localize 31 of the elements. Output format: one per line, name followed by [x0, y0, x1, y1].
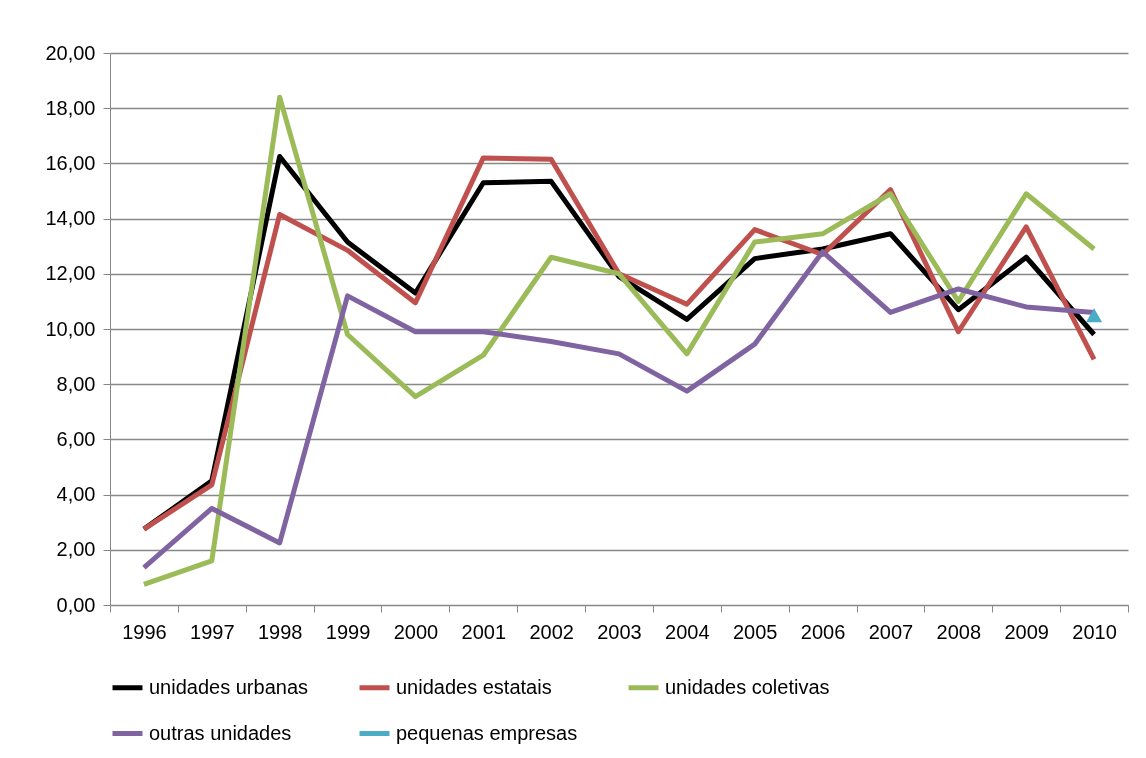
- y-tick-label: 16,00: [45, 151, 96, 174]
- y-tick-label: 12,00: [45, 262, 96, 285]
- y-tick-label: 14,00: [45, 207, 96, 230]
- y-tick-label: 0,00: [56, 593, 96, 616]
- y-tick-label: 10,00: [45, 317, 96, 340]
- legend-label: outras unidades: [149, 721, 292, 744]
- legend-label: unidades coletivas: [665, 675, 830, 698]
- x-tick-label: 1996: [122, 620, 167, 643]
- x-tick-label: 2005: [732, 620, 778, 643]
- y-tick-label: 20,00: [45, 41, 96, 64]
- x-tick-label: 2004: [665, 620, 710, 643]
- x-tick-label: 2002: [529, 620, 574, 643]
- legend-label: pequenas empresas: [396, 721, 578, 744]
- x-tick-label: 2001: [461, 620, 507, 643]
- x-tick-label: 1997: [190, 620, 235, 643]
- x-tick-label: 1998: [257, 620, 303, 643]
- x-tick-label: 2000: [393, 620, 439, 643]
- x-tick-label: 2003: [597, 620, 642, 643]
- x-tick-label: 2006: [800, 620, 846, 643]
- legend-label: unidades estatais: [396, 675, 552, 698]
- y-tick-label: 6,00: [56, 427, 96, 450]
- x-tick-label: 1999: [325, 620, 371, 643]
- y-tick-label: 8,00: [56, 372, 96, 395]
- x-tick-label: 2009: [1004, 620, 1049, 643]
- y-tick-label: 2,00: [56, 538, 96, 561]
- legend-label: unidades urbanas: [149, 675, 309, 698]
- x-tick-label: 2007: [868, 620, 914, 643]
- y-tick-label: 18,00: [45, 96, 96, 119]
- y-tick-label: 4,00: [56, 483, 96, 506]
- x-tick-label: 2008: [936, 620, 982, 643]
- x-tick-label: 2010: [1072, 620, 1117, 643]
